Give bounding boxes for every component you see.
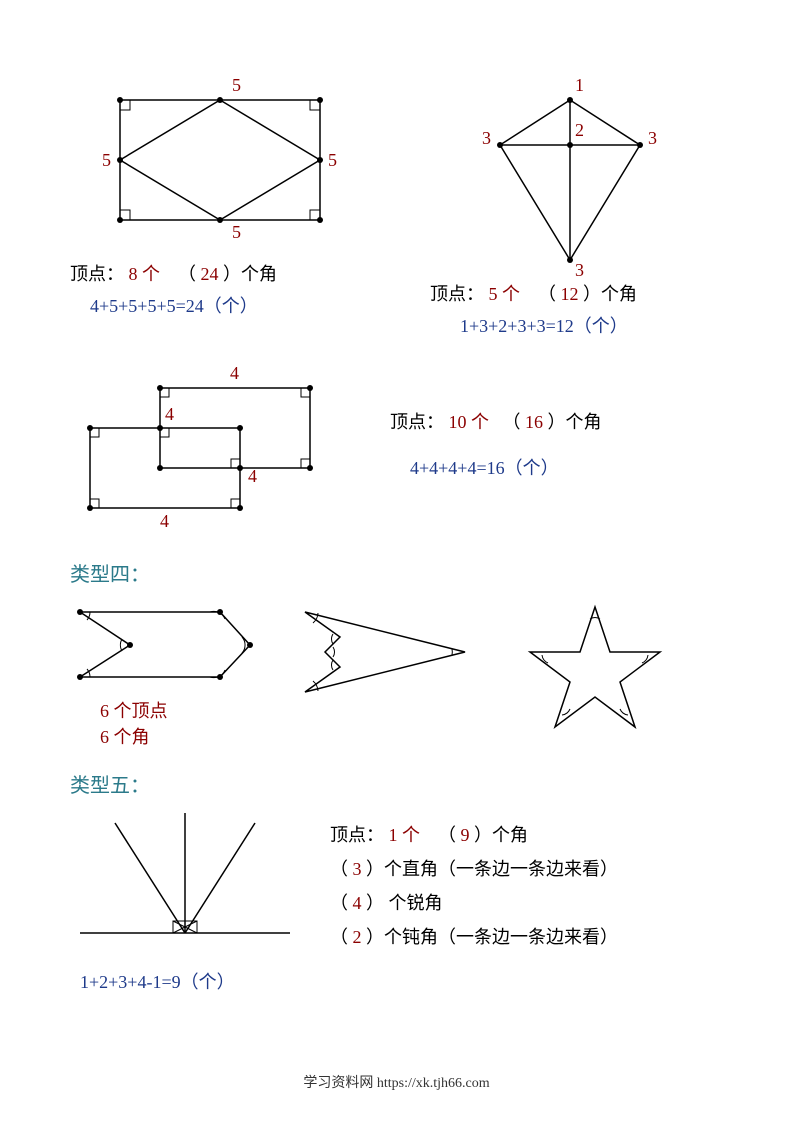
fig3-label-b: 4	[165, 404, 174, 425]
fig2-label-bottom: 3	[575, 260, 584, 281]
fig4a-cap2: 6 个角	[100, 723, 260, 749]
figure-4b	[290, 597, 480, 707]
fig3-svg	[70, 368, 330, 538]
fig2-svg	[460, 80, 680, 270]
figure-4c	[510, 597, 680, 737]
fig2-label-center: 2	[575, 120, 584, 141]
fig2-equation: 1+3+2+3+3=12（个）	[460, 312, 730, 338]
page: 5 5 5 5 顶点： 8 个 （ 24 ）个角 4+5+5+5+5=24（个）	[0, 0, 793, 1122]
fig1-label-left: 5	[102, 150, 111, 171]
fig3-equation: 4+4+4+4=16（个）	[410, 454, 602, 480]
fig3-label-d: 4	[160, 511, 169, 532]
fig1-label-top: 5	[232, 75, 241, 96]
figure-4a: 6 个顶点 6 个角	[70, 597, 260, 749]
fig2-label-right: 3	[648, 128, 657, 149]
fig2-label-left: 3	[482, 128, 491, 149]
row-3: 6 个顶点 6 个角	[70, 597, 733, 749]
footer-text: 学习资料网 https://xk.tjh66.com	[0, 1072, 793, 1092]
fig5-equation: 1+2+3+4-1=9（个）	[80, 968, 300, 994]
figure-3-text: 顶点： 10 个 （ 16 ）个角 4+4+4+4=16（个）	[390, 368, 602, 480]
figure-5-text: 顶点： 1 个 （ 9 ）个角 （ 3 ）个直角（一条边一条边来看） （ 4 ）…	[330, 803, 618, 994]
fig1-label-bottom: 5	[232, 222, 241, 243]
section4-title: 类型四：	[70, 558, 733, 587]
fig1-answer: 顶点： 8 个 （ 24 ）个角	[70, 260, 370, 286]
fig1-svg	[90, 80, 350, 250]
figure-2: 1 3 2 3 3 顶点： 5 个 （ 12 ）个角 1+3+2+3+3=12（…	[430, 80, 730, 338]
fig1-label-right: 5	[328, 150, 337, 171]
s5-line2: （ 3 ）个直角（一条边一条边来看）	[330, 855, 618, 881]
fig2-label-top: 1	[575, 75, 584, 96]
s5-line4: （ 2 ）个钝角（一条边一条边来看）	[330, 923, 618, 949]
s5-line3: （ 4 ） 个锐角	[330, 889, 618, 915]
fig3-label-a: 4	[230, 363, 239, 384]
row-2: 4 4 4 4 顶点： 10 个 （ 16 ）个角 4+4+4+4=16（个）	[70, 368, 733, 538]
fig1-equation: 4+5+5+5+5=24（个）	[90, 292, 370, 318]
fig3-answer: 顶点： 10 个 （ 16 ）个角	[390, 408, 602, 434]
figure-5: 1+2+3+4-1=9（个）	[70, 803, 300, 994]
section5-title: 类型五：	[70, 769, 733, 798]
figure-1: 5 5 5 5 顶点： 8 个 （ 24 ）个角 4+5+5+5+5=24（个）	[70, 80, 370, 338]
s5-line1: 顶点： 1 个 （ 9 ）个角	[330, 821, 618, 847]
figure-3: 4 4 4 4	[70, 368, 350, 538]
row-1: 5 5 5 5 顶点： 8 个 （ 24 ）个角 4+5+5+5+5=24（个）	[70, 80, 733, 338]
fig4a-cap1: 6 个顶点	[100, 697, 260, 723]
row-5: 1+2+3+4-1=9（个） 顶点： 1 个 （ 9 ）个角 （ 3 ）个直角（…	[70, 803, 733, 994]
fig2-answer: 顶点： 5 个 （ 12 ）个角	[430, 280, 730, 306]
fig3-label-c: 4	[248, 466, 257, 487]
